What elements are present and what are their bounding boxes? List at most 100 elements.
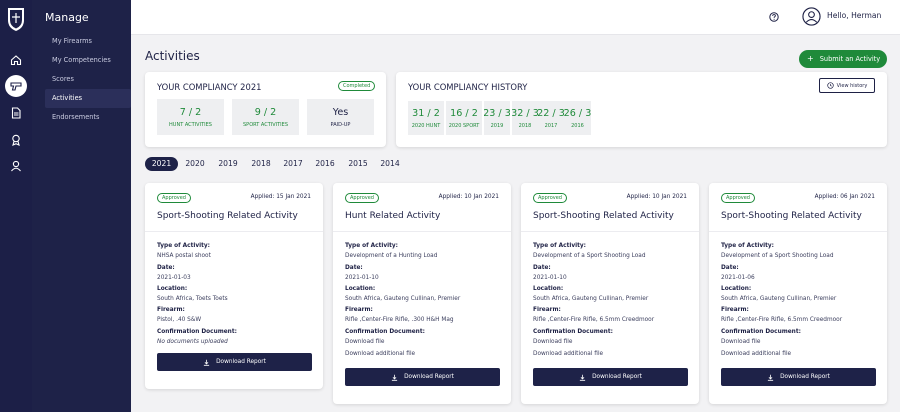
plus-icon: + bbox=[807, 54, 814, 63]
paid-up-stat: Yes PAID-UP bbox=[307, 99, 374, 135]
activity-title: Sport-Shooting Related Activity bbox=[533, 211, 674, 221]
menu-item-activities[interactable]: Activities bbox=[45, 89, 131, 108]
year-tab-2017[interactable]: 2017 bbox=[283, 159, 303, 168]
date-label: Date: bbox=[533, 265, 551, 271]
download-report-button[interactable]: Download Report bbox=[721, 368, 876, 386]
year-tab-2015[interactable]: 2015 bbox=[348, 159, 368, 168]
approved-badge: Approved bbox=[721, 193, 755, 203]
year-tab-2014[interactable]: 2014 bbox=[380, 159, 400, 168]
icon-rail bbox=[0, 0, 32, 412]
activity-card: Approved Applied: 10 Jan 2021 Sport-Shoo… bbox=[521, 183, 699, 404]
download-report-label: Download Report bbox=[404, 374, 454, 380]
location-value: South Africa, Gauteng Cullinan, Premier bbox=[345, 296, 461, 302]
date-value: 2021-01-03 bbox=[157, 275, 191, 281]
user-icon[interactable] bbox=[5, 155, 27, 177]
year-tab-2021[interactable]: 2021 bbox=[145, 157, 178, 171]
year-tab-2020[interactable]: 2020 bbox=[185, 159, 205, 168]
firearm-value: Rifle ,Center-Fire Rifle, 6.5mm Creedmoo… bbox=[533, 317, 655, 323]
history-stat: 23 / 3 2019 bbox=[484, 101, 510, 135]
clock-icon bbox=[827, 82, 834, 89]
help-icon[interactable] bbox=[769, 12, 779, 22]
history-stat: 26 / 3 2016 bbox=[564, 101, 591, 135]
applied-date: Applied: 15 Jan 2021 bbox=[250, 194, 311, 200]
firearm-label: Firearm: bbox=[345, 307, 373, 313]
type-label: Type of Activity: bbox=[533, 243, 586, 249]
menu-item-my-competencies[interactable]: My Competencies bbox=[52, 56, 111, 64]
download-report-button[interactable]: Download Report bbox=[533, 368, 688, 386]
type-value: NHSA postal shoot bbox=[157, 253, 211, 259]
history-stat: 32 / 3 2018 bbox=[512, 101, 538, 135]
year-tab-2019[interactable]: 2019 bbox=[218, 159, 238, 168]
download-report-button[interactable]: Download Report bbox=[345, 368, 500, 386]
card-divider bbox=[333, 231, 511, 232]
type-value: Development of a Sport Shooting Load bbox=[533, 253, 646, 259]
year-tab-2016[interactable]: 2016 bbox=[315, 159, 335, 168]
stat-value: 31 / 2 bbox=[412, 107, 440, 119]
stat-label: 2020 HUNT bbox=[411, 122, 441, 129]
download-file-link[interactable]: Download file bbox=[533, 339, 573, 345]
download-additional-file-link[interactable]: Download additional file bbox=[345, 351, 416, 357]
history-title: YOUR COMPLIANCY HISTORY bbox=[408, 82, 528, 92]
activity-title: Sport-Shooting Related Activity bbox=[157, 211, 298, 221]
applied-date: Applied: 10 Jan 2021 bbox=[438, 194, 499, 200]
activity-card: Approved Applied: 10 Jan 2021 Hunt Relat… bbox=[333, 183, 511, 404]
compliancy-status-badge: Completed bbox=[338, 81, 376, 91]
type-value: Development of a Hunting Load bbox=[345, 253, 438, 259]
menu-item-scores[interactable]: Scores bbox=[52, 75, 74, 83]
stat-label: 2017 bbox=[544, 122, 558, 129]
date-label: Date: bbox=[721, 265, 739, 271]
view-history-button[interactable]: View history bbox=[819, 78, 875, 93]
activity-title: Sport-Shooting Related Activity bbox=[721, 211, 862, 221]
view-history-label: View history bbox=[836, 82, 868, 89]
download-file-link[interactable]: Download file bbox=[345, 339, 385, 345]
download-report-label: Download Report bbox=[216, 359, 266, 365]
submit-activity-label: Submit an Activity bbox=[819, 55, 881, 63]
stat-label: HUNT ACTIVITIES bbox=[169, 121, 212, 128]
no-documents-text: No documents uploaded bbox=[157, 339, 228, 345]
user-greeting[interactable]: Hello, Herman bbox=[827, 11, 882, 20]
type-label: Type of Activity: bbox=[721, 243, 774, 249]
stat-label: 2020 SPORT bbox=[448, 122, 480, 129]
association-logo-icon bbox=[8, 8, 24, 31]
approved-badge: Approved bbox=[157, 193, 191, 203]
download-report-label: Download Report bbox=[780, 374, 830, 380]
history-stat: 16 / 2 2020 SPORT bbox=[446, 101, 482, 135]
menu-item-my-firearms[interactable]: My Firearms bbox=[52, 37, 92, 45]
year-tab-2018[interactable]: 2018 bbox=[251, 159, 271, 168]
firearm-icon[interactable] bbox=[5, 75, 27, 97]
stat-label: 2016 bbox=[571, 122, 584, 129]
download-icon bbox=[579, 374, 586, 381]
date-value: 2021-01-10 bbox=[533, 275, 567, 281]
download-additional-file-link[interactable]: Download additional file bbox=[533, 351, 604, 357]
stat-value: 26 / 3 bbox=[564, 107, 591, 119]
menu-item-endorsements[interactable]: Endorsements bbox=[52, 113, 100, 121]
home-icon[interactable] bbox=[5, 49, 27, 71]
confirmation-document-label: Confirmation Document: bbox=[533, 329, 613, 335]
download-report-label: Download Report bbox=[592, 374, 642, 380]
download-file-link[interactable]: Download file bbox=[721, 339, 761, 345]
award-icon[interactable] bbox=[5, 129, 27, 151]
approved-badge: Approved bbox=[533, 193, 567, 203]
download-report-button[interactable]: Download Report bbox=[157, 353, 312, 371]
stat-value: 32 / 3 bbox=[512, 107, 538, 119]
firearm-label: Firearm: bbox=[721, 307, 749, 313]
stat-label: SPORT ACTIVITIES bbox=[243, 121, 288, 128]
stat-value: 16 / 2 bbox=[450, 107, 478, 119]
avatar-icon[interactable] bbox=[802, 7, 821, 26]
sport-activities-stat: 9 / 2 SPORT ACTIVITIES bbox=[232, 99, 299, 135]
menu-title: Manage bbox=[45, 11, 89, 24]
document-icon[interactable] bbox=[5, 102, 27, 124]
stat-value: 7 / 2 bbox=[179, 106, 202, 118]
stat-label: 2018 bbox=[518, 122, 532, 129]
submit-activity-button[interactable]: + Submit an Activity bbox=[799, 50, 887, 68]
confirmation-document-label: Confirmation Document: bbox=[721, 329, 801, 335]
download-icon bbox=[203, 359, 210, 366]
applied-date: Applied: 10 Jan 2021 bbox=[626, 194, 687, 200]
location-label: Location: bbox=[157, 286, 188, 292]
firearm-value: Rifle ,Center-Fire Rifle, 6.5mm Creedmoo… bbox=[721, 317, 843, 323]
card-divider bbox=[145, 231, 323, 232]
download-additional-file-link[interactable]: Download additional file bbox=[721, 351, 792, 357]
approved-badge: Approved bbox=[345, 193, 379, 203]
date-label: Date: bbox=[157, 265, 175, 271]
date-value: 2021-01-06 bbox=[721, 275, 755, 281]
